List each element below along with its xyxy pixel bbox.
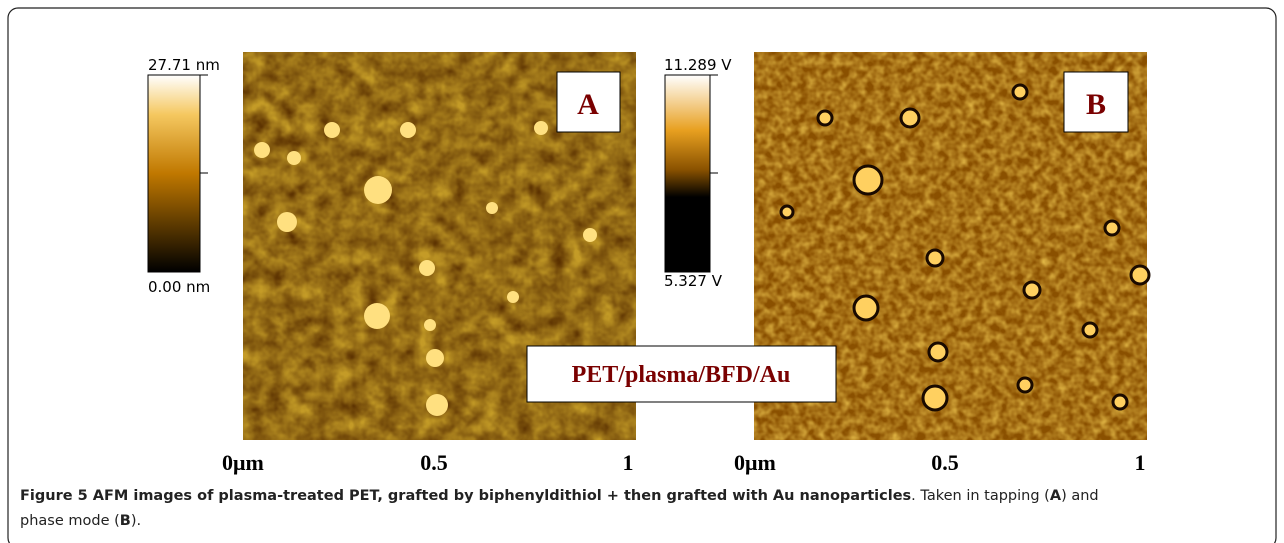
axis-label: 1 <box>1135 450 1146 475</box>
axis-label: 0.5 <box>931 450 959 475</box>
scale-max: 27.71 nm <box>148 56 220 74</box>
scale-max: 11.289 V <box>664 56 732 74</box>
caption-part: A <box>1050 488 1062 504</box>
overlay-label: PET/plasma/BFD/Au <box>572 362 791 388</box>
figure: 27.71 nm 0.00 nm A 11.289 V 5.327 V B PE… <box>0 0 1284 543</box>
caption-part: Figure 5 <box>20 488 88 504</box>
axis-label: 0.5 <box>420 450 448 475</box>
panel-label: A <box>577 88 599 121</box>
scale-min: 5.327 V <box>664 272 723 290</box>
caption-part: ) and <box>1061 488 1099 504</box>
axis-label: 1 <box>623 450 634 475</box>
caption: Figure 5 AFM images of plasma-treated PE… <box>20 488 1099 504</box>
caption: phase mode (B). <box>20 513 141 529</box>
caption-part: AFM images of plasma-treated PET, grafte… <box>88 488 911 504</box>
axis-label: 0μm <box>222 450 264 475</box>
caption-part: B <box>120 513 131 529</box>
caption-part: phase mode ( <box>20 513 120 529</box>
colorbar-a <box>148 75 200 272</box>
axis-labels: 0μm 0.5 1 0μm 0.5 1 <box>222 450 1146 475</box>
colorbar-b <box>665 75 710 272</box>
panel-label: B <box>1086 88 1106 121</box>
caption-part: ). <box>131 513 141 529</box>
caption-part: . Taken in tapping ( <box>911 488 1050 504</box>
axis-label: 0μm <box>734 450 776 475</box>
scale-min: 0.00 nm <box>148 278 210 296</box>
